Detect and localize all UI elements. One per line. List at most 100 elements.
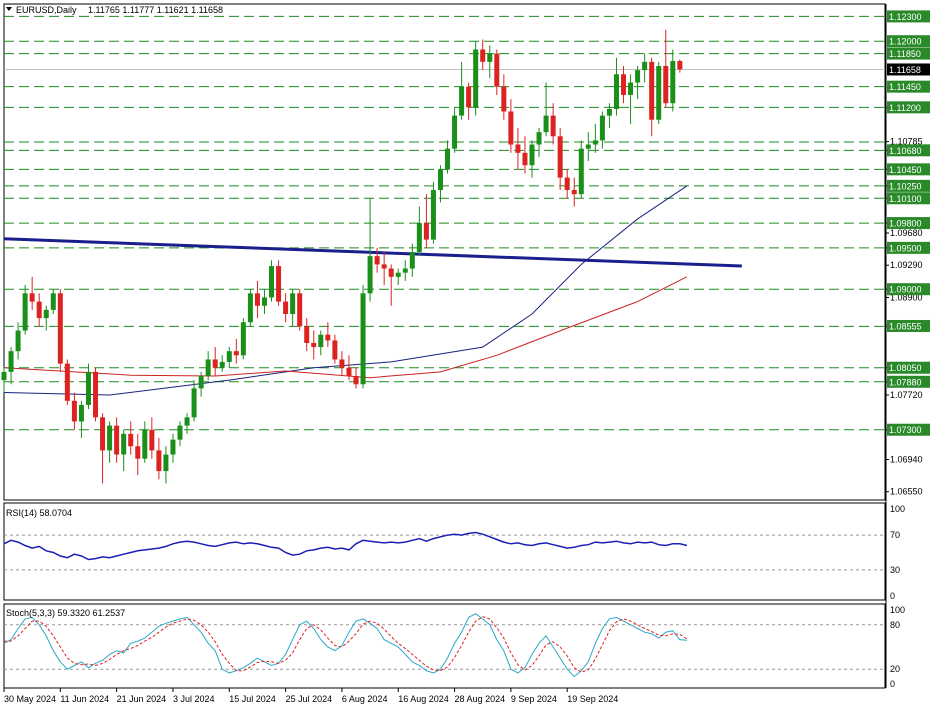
candle-body: [318, 334, 324, 348]
candle-body: [114, 425, 120, 455]
stoch-axis-label: 0: [890, 679, 895, 689]
price-level-badge: [887, 179, 930, 192]
price-tick-label: 1.09680: [890, 228, 923, 238]
price-level-badge: [887, 192, 930, 205]
candle-body: [578, 148, 584, 195]
candle-body: [550, 115, 556, 137]
dropdown-arrow-icon[interactable]: [6, 7, 12, 11]
stoch-axis-label: 20: [890, 664, 900, 674]
candle-body: [677, 61, 683, 70]
price-tick-label: 1.06940: [890, 454, 923, 464]
date-label: 28 Aug 2024: [455, 694, 506, 704]
stoch-axis-label: 100: [890, 605, 905, 615]
rsi-label: RSI(14) 58.0704: [6, 508, 72, 518]
rsi-axis-label: 0: [890, 591, 895, 601]
candles-layer[interactable]: [1, 29, 683, 484]
price-level-badge-label: 1.07300: [889, 425, 922, 435]
candle-body: [416, 223, 422, 252]
candle-body: [494, 53, 500, 87]
candle-body: [276, 266, 282, 302]
stoch-signal-line: [4, 616, 688, 673]
horizontal-levels: [4, 15, 885, 431]
candle-body: [501, 86, 507, 112]
candle-body: [557, 136, 563, 178]
candle-body: [437, 169, 443, 190]
main-frame: [3, 3, 886, 501]
candle-body: [177, 425, 183, 440]
candle-body: [487, 53, 493, 62]
candle-body: [15, 330, 21, 352]
rsi-frame: [3, 502, 886, 601]
candle-body: [29, 293, 35, 302]
candle-body: [100, 417, 106, 451]
candle-body: [473, 49, 479, 108]
candle-body: [1, 371, 7, 381]
moving-average-line: [3, 185, 688, 396]
candle-body: [571, 190, 577, 195]
price-level-badge: [887, 80, 930, 93]
price-tick-label: 1.06550: [890, 487, 923, 497]
candle-body: [452, 115, 458, 149]
candle-body: [332, 340, 338, 360]
candle-body: [522, 152, 528, 166]
date-label: 6 Aug 2024: [342, 694, 388, 704]
candle-body: [423, 223, 429, 240]
price-level-badge-label: 1.11200: [889, 103, 921, 113]
candle-body: [22, 293, 28, 331]
candle-body: [628, 82, 634, 95]
price-level-badge: [887, 361, 930, 374]
candle-body: [445, 148, 451, 170]
price-level-badge: [887, 319, 930, 332]
price-tick-label: 1.09290: [890, 260, 923, 270]
candle-body: [233, 351, 239, 356]
candle-body: [613, 74, 619, 109]
price-level-badge-label: 1.08555: [889, 321, 922, 331]
candle-body: [85, 371, 91, 405]
ohlc-readout: 1.11765 1.11777 1.11621 1.11658: [88, 5, 223, 15]
candle-body: [543, 115, 549, 133]
trendline: [3, 237, 742, 268]
price-level-badge-label: 1.11450: [889, 82, 921, 92]
candle-body: [325, 334, 331, 341]
candle-body: [191, 388, 197, 418]
candle-body: [198, 376, 204, 389]
rsi-line: [3, 531, 688, 561]
price-level-badge: [887, 375, 930, 388]
candle-body: [599, 115, 605, 141]
candle-body: [663, 66, 669, 104]
candle-body: [205, 359, 211, 376]
price-level-badge-label: 1.08050: [889, 363, 922, 373]
candle-body: [269, 266, 275, 298]
moving-average-line: [3, 276, 688, 379]
price-tick-label: 1.10785: [890, 137, 923, 147]
price-level-badge: [887, 217, 930, 230]
current-price-badge: [887, 63, 930, 76]
rsi-axis-label: 30: [890, 565, 900, 575]
price-level-badge: [887, 144, 930, 157]
candle-body: [36, 301, 42, 319]
candle-body: [346, 367, 352, 376]
date-label: 3 Jul 2024: [173, 694, 215, 704]
price-level-badge: [887, 47, 930, 60]
candle-body: [43, 309, 49, 319]
rsi-axis-label: 100: [890, 504, 905, 514]
candle-body: [339, 359, 345, 368]
candle-body: [508, 111, 514, 145]
candle-body: [93, 371, 99, 418]
price-level-badge-label: 1.09000: [889, 285, 922, 295]
candle-body: [304, 326, 310, 343]
candle-body: [381, 264, 387, 269]
rsi-axis-label: 70: [890, 530, 900, 540]
stoch-axis-label: 80: [890, 620, 900, 630]
price-level-badge-label: 1.12000: [889, 37, 922, 47]
candle-body: [430, 190, 436, 240]
trendline-layer: [3, 237, 742, 268]
candle-body: [409, 252, 415, 269]
price-level-badge: [887, 423, 930, 436]
candle-body: [621, 74, 627, 95]
candle-body: [374, 256, 380, 265]
candle-body: [649, 61, 655, 120]
candle-body: [64, 363, 70, 401]
